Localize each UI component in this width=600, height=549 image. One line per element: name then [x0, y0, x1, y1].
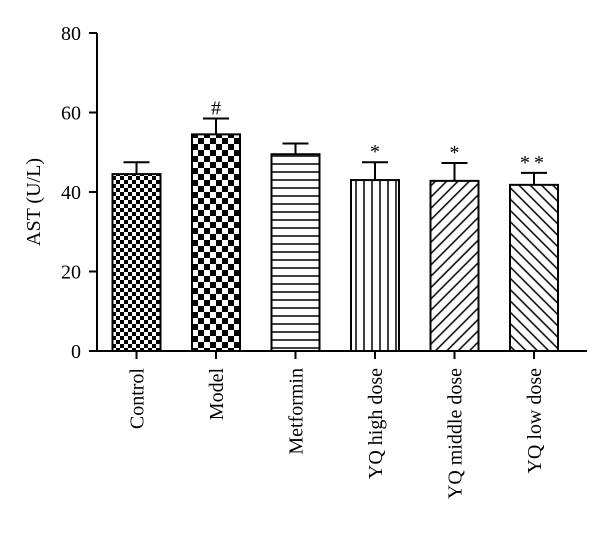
- bar-2: [191, 133, 241, 352]
- x-tick-label: YQ high dose: [365, 368, 387, 479]
- bar-1: [111, 173, 162, 352]
- significance-marker: **: [520, 152, 548, 174]
- y-tick-label: 80: [61, 23, 81, 45]
- bar-3: [270, 153, 321, 352]
- y-tick-label: 0: [71, 341, 81, 363]
- bar-5: [429, 179, 480, 352]
- x-tick-label: YQ middle dose: [445, 368, 467, 499]
- significance-marker: #: [211, 97, 221, 119]
- x-tick-label: Metformin: [286, 368, 308, 455]
- significance-marker: *: [370, 141, 380, 163]
- plot-area: 0 20 40 60 80 AST (U/L) Control # Model Metformin…: [23, 23, 587, 499]
- x-tick-label: Control: [127, 368, 149, 430]
- x-tick-label: YQ low dose: [524, 368, 546, 474]
- bar-6: [509, 183, 559, 352]
- y-tick-label: 40: [61, 182, 81, 204]
- bar-4: [350, 179, 400, 352]
- y-tick-label: 20: [61, 262, 81, 284]
- significance-marker: *: [450, 142, 460, 164]
- x-tick-label: Model: [206, 368, 228, 421]
- y-tick-label: 60: [61, 103, 81, 125]
- y-axis-label: AST (U/L): [23, 158, 45, 246]
